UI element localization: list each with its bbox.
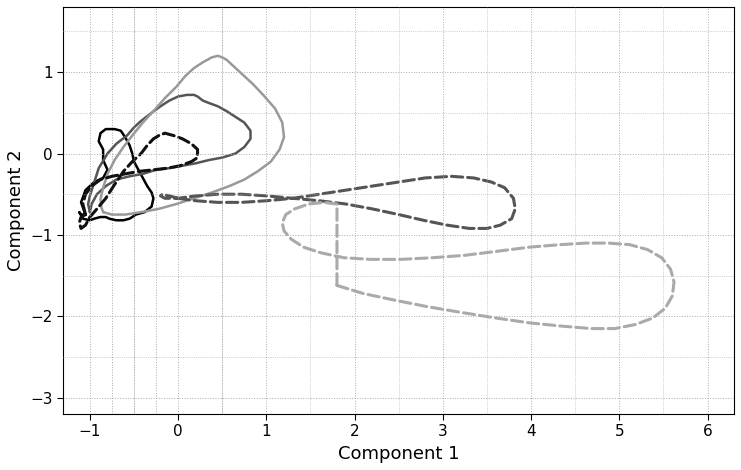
X-axis label: Component 1: Component 1 [338, 445, 459, 463]
Y-axis label: Component 2: Component 2 [7, 150, 25, 271]
